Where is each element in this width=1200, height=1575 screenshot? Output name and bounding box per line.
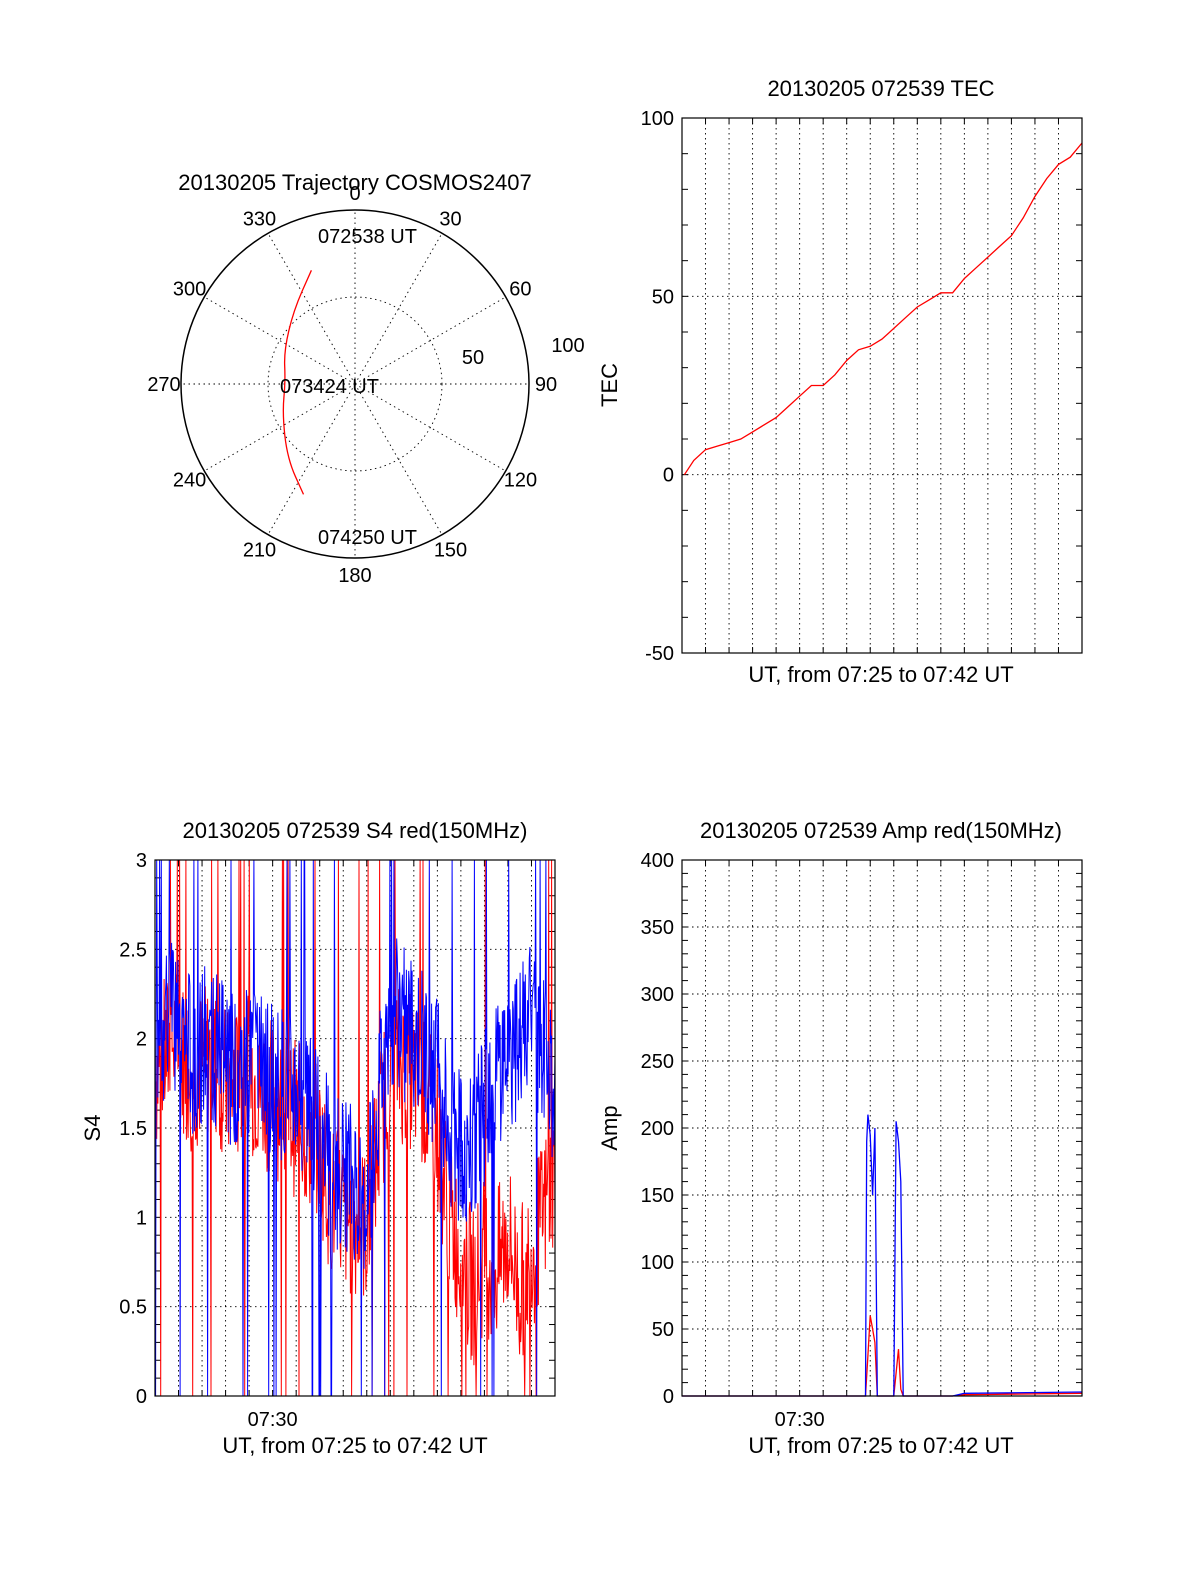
polar-grid-ring [267,296,443,472]
s4-series [154,859,556,1397]
s4-y-tick-label: 1 [136,1207,147,1229]
polar-azimuth-label: 180 [338,565,371,587]
s4-y-axis-label: S4 [80,1115,105,1142]
tec-y-tick-label: -50 [645,643,674,665]
amp-series [682,1114,1083,1397]
amp-y-axis-label: Amp [597,1105,622,1150]
amp-y-tick-label: 200 [641,1118,674,1140]
tec-x-axis-label: UT, from 07:25 to 07:42 UT [748,662,1013,687]
amp-y-tick-label: 150 [641,1185,674,1207]
polar-azimuth-label: 60 [509,279,531,301]
tec-series [683,142,1083,476]
polar-azimuth-label: 270 [147,374,180,396]
polar-title: 20130205 Trajectory COSMOS2407 [178,170,531,195]
tec-y-tick-label: 0 [663,465,674,487]
tec-y-tick-labels: -50 0 50 100 [641,108,674,665]
polar-grid-spoke [354,296,506,385]
tec-y-tick-label: 100 [641,108,674,130]
amp-series-line [682,1315,1083,1397]
amp-x-tick-label: 07:30 [775,1409,825,1431]
amp-x-tick-labels: 07:30 [775,1409,825,1431]
s4-plot-frame [154,859,556,1397]
polar-radial-label: 100 [551,335,584,357]
s4-y-tick-label: 0.5 [119,1297,147,1319]
polar-azimuth-label: 240 [173,470,206,492]
polar-azimuth-label: 90 [535,374,557,396]
polar-radial-label: 50 [462,347,484,369]
s4-y-tick-label: 2.5 [119,939,147,961]
polar-azimuth-labels: 0 30 60 90 120 150 180 210 240 270 300 330 [147,183,557,587]
polar-azimuth-label: 0 [349,183,360,205]
tec-series-line [683,142,1083,476]
s4-x-axis-label: UT, from 07:25 to 07:42 UT [222,1433,487,1458]
tec-plot-frame [681,117,1083,654]
polar-grid-spoke [267,233,356,385]
s4-x-tick-labels: 07:30 [248,1409,298,1431]
polar-azimuth-label: 120 [504,470,537,492]
tec-chart: 20130205 072539 TEC -50 0 50 100 UT, from 0… [597,76,1083,687]
polar-grid-spoke [204,296,356,385]
amp-y-tick-labels: 0 50 100 150 200 250 300 350 400 [641,850,674,1408]
trajectory-end-annotation: 074250 UT [318,527,417,549]
s4-x-tick-label: 07:30 [248,1409,298,1431]
s4-y-tick-label: 2 [136,1029,147,1051]
polar-grid [181,210,529,558]
s4-series-line [154,859,556,1397]
polar-azimuth-label: 300 [173,279,206,301]
polar-azimuth-label: 30 [439,209,461,231]
tec-grid [682,118,1082,653]
tec-y-tick-label: 50 [652,286,674,308]
polar-grid-spoke [267,383,356,535]
polar-grid-spoke [354,233,443,385]
polar-grid-spoke [354,383,506,472]
tec-title: 20130205 072539 TEC [767,76,994,101]
polar-azimuth-label: 210 [243,539,276,561]
s4-y-tick-label: 0 [136,1386,147,1408]
tec-y-axis-label: TEC [597,363,622,407]
polar-grid-spoke [354,383,443,535]
polar-azimuth-label: 150 [434,539,467,561]
polar-chart: 20130205 Trajectory COSMOS2407 0 30 60 90 12… [147,170,584,587]
amp-series-line [682,1114,1083,1397]
amp-y-tick-label: 400 [641,850,674,872]
amp-y-tick-label: 100 [641,1252,674,1274]
amp-grid [682,860,1082,1396]
amp-y-tick-label: 0 [663,1386,674,1408]
amp-chart: 20130205 072539 Amp red(150MHz) 0 50 100 15… [597,818,1083,1458]
trajectory-mid-annotation: 073424 UT [280,376,379,398]
amp-title: 20130205 072539 Amp red(150MHz) [700,818,1062,843]
trajectory-start-annotation: 072538 UT [318,226,417,248]
polar-grid-spoke [204,383,356,472]
trajectory-track [282,270,312,495]
s4-title: 20130205 072539 S4 red(150MHz) [183,818,528,843]
polar-outer-circle [180,209,530,559]
s4-y-tick-labels: 0 0.5 1 1.5 2 2.5 3 [119,850,147,1408]
amp-plot-frame [681,859,1083,1397]
s4-y-tick-label: 1.5 [119,1118,147,1140]
amp-y-tick-label: 50 [652,1319,674,1341]
amp-x-axis-label: UT, from 07:25 to 07:42 UT [748,1433,1013,1458]
s4-y-tick-label: 3 [136,850,147,872]
amp-y-tick-label: 350 [641,917,674,939]
amp-y-tick-label: 300 [641,984,674,1006]
amp-y-tick-label: 250 [641,1051,674,1073]
s4-chart: 20130205 072539 S4 red(150MHz) 0 0.5 1 1.5 2… [80,818,556,1458]
polar-azimuth-label: 330 [243,209,276,231]
